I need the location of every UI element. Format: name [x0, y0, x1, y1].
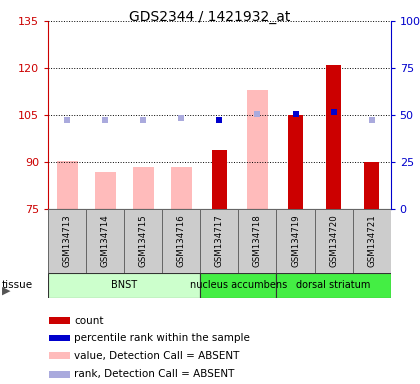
- Text: GSM134719: GSM134719: [291, 215, 300, 267]
- Text: GDS2344 / 1421932_at: GDS2344 / 1421932_at: [129, 10, 291, 23]
- Text: GSM134716: GSM134716: [177, 215, 186, 267]
- Bar: [212, 150, 227, 209]
- FancyBboxPatch shape: [48, 273, 200, 298]
- Text: GSM134721: GSM134721: [367, 215, 376, 267]
- Text: percentile rank within the sample: percentile rank within the sample: [74, 333, 250, 343]
- Text: dorsal striatum: dorsal striatum: [297, 280, 371, 290]
- Text: GSM134713: GSM134713: [63, 215, 72, 267]
- Text: GSM134717: GSM134717: [215, 215, 224, 267]
- Text: nucleus accumbens: nucleus accumbens: [190, 280, 287, 290]
- FancyBboxPatch shape: [124, 209, 163, 273]
- Bar: [247, 90, 268, 209]
- Text: BNST: BNST: [111, 280, 137, 290]
- Bar: [133, 167, 154, 209]
- Text: ▶: ▶: [2, 286, 10, 296]
- Text: value, Detection Call = ABSENT: value, Detection Call = ABSENT: [74, 351, 239, 361]
- Bar: [326, 65, 341, 209]
- Bar: [57, 161, 78, 209]
- FancyBboxPatch shape: [49, 352, 70, 359]
- Text: GSM134720: GSM134720: [329, 215, 338, 267]
- Text: rank, Detection Call = ABSENT: rank, Detection Call = ABSENT: [74, 369, 234, 379]
- Text: count: count: [74, 316, 104, 326]
- Bar: [171, 167, 192, 209]
- FancyBboxPatch shape: [276, 273, 391, 298]
- Text: GSM134715: GSM134715: [139, 215, 148, 267]
- FancyBboxPatch shape: [87, 209, 124, 273]
- FancyBboxPatch shape: [163, 209, 200, 273]
- FancyBboxPatch shape: [49, 335, 70, 341]
- Text: GSM134718: GSM134718: [253, 215, 262, 267]
- Text: tissue: tissue: [2, 280, 33, 290]
- Bar: [365, 162, 379, 209]
- FancyBboxPatch shape: [49, 371, 70, 378]
- Bar: [288, 115, 303, 209]
- Bar: [95, 172, 116, 209]
- FancyBboxPatch shape: [276, 209, 315, 273]
- FancyBboxPatch shape: [200, 273, 276, 298]
- FancyBboxPatch shape: [239, 209, 276, 273]
- FancyBboxPatch shape: [48, 209, 87, 273]
- FancyBboxPatch shape: [49, 318, 70, 324]
- FancyBboxPatch shape: [352, 209, 391, 273]
- FancyBboxPatch shape: [315, 209, 352, 273]
- Text: GSM134714: GSM134714: [101, 215, 110, 267]
- FancyBboxPatch shape: [200, 209, 239, 273]
